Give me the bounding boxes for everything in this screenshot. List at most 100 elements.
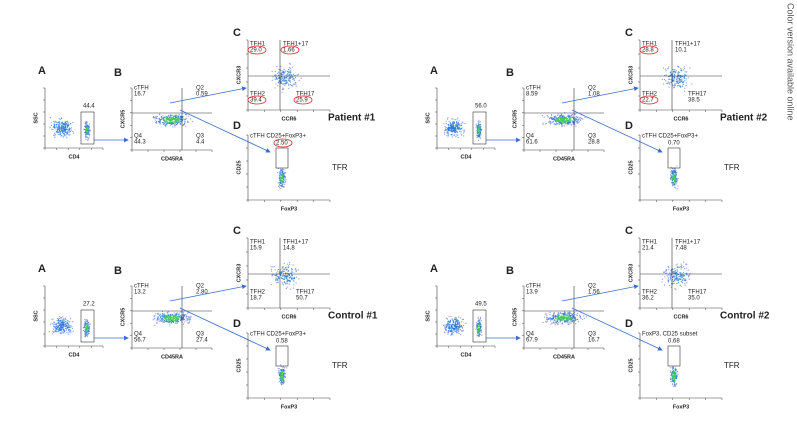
event-dot: [280, 69, 282, 72]
event-dot: [450, 333, 452, 335]
event-dot: [87, 332, 89, 334]
event-dot: [166, 312, 169, 314]
event-dot: [575, 323, 577, 325]
event-dot: [558, 120, 560, 122]
event-dot: [289, 81, 292, 83]
event-dot: [278, 172, 281, 174]
event-dot: [670, 286, 672, 288]
event-dot: [682, 275, 684, 277]
event-dot: [672, 377, 674, 379]
event-dot: [449, 122, 451, 124]
event-dot: [53, 331, 55, 333]
event-dot: [71, 327, 73, 330]
event-dot: [663, 78, 666, 81]
event-dot: [570, 315, 572, 317]
event-dot: [667, 277, 670, 279]
event-dot: [157, 313, 159, 315]
event-dot: [56, 319, 58, 322]
event-dot: [277, 281, 279, 283]
event-dot: [283, 172, 285, 175]
plot-letter: B: [114, 67, 122, 79]
x-axis-label: CCR6: [282, 116, 297, 122]
event-dot: [582, 118, 584, 120]
event-dot: [447, 136, 449, 138]
event-dot: [64, 327, 67, 329]
event-dot: [553, 315, 555, 317]
y-axis-label: CXCR3: [236, 264, 242, 283]
event-dot: [280, 172, 282, 174]
event-dot: [286, 286, 288, 288]
event-dot: [172, 322, 175, 324]
plot-letter: A: [430, 263, 438, 275]
event-dot: [674, 287, 676, 290]
event-dot: [559, 122, 561, 124]
event-dot: [451, 123, 453, 125]
event-dot: [179, 315, 181, 317]
event-dot: [561, 315, 563, 317]
event-dot: [282, 88, 285, 90]
event-dot: [684, 280, 686, 282]
event-dot: [274, 74, 276, 76]
event-dot: [676, 375, 678, 377]
event-dot: [86, 123, 88, 125]
event-dot: [564, 320, 566, 322]
panel-label: Patient #2: [720, 113, 768, 124]
event-dot: [562, 125, 564, 127]
event-dot: [445, 120, 447, 123]
event-dot: [444, 327, 446, 329]
event-dot: [287, 71, 289, 73]
event-dot: [672, 271, 675, 273]
event-dot: [182, 316, 184, 319]
event-dot: [171, 118, 174, 120]
event-dot: [478, 132, 480, 134]
event-dot: [676, 81, 678, 83]
event-dot: [88, 330, 91, 333]
event-dot: [282, 178, 285, 181]
event-dot: [166, 122, 168, 124]
event-dot: [557, 118, 559, 120]
event-dot: [83, 323, 85, 325]
event-dot: [456, 320, 458, 322]
event-dot: [478, 133, 480, 135]
event-dot: [283, 373, 285, 375]
event-dot: [59, 322, 61, 324]
gate-value: 44.4: [83, 104, 95, 110]
event-dot: [274, 78, 276, 81]
event-dot: [178, 318, 180, 320]
event-dot: [554, 317, 556, 319]
event-dot: [83, 324, 85, 326]
event-dot: [683, 266, 685, 268]
gate-value: 27.2: [83, 302, 95, 308]
event-dot: [568, 114, 570, 116]
event-dot: [275, 83, 277, 85]
event-dot: [445, 129, 447, 131]
event-dot: [278, 185, 280, 187]
event-dot: [166, 315, 169, 318]
event-dot: [280, 186, 283, 188]
event-dot: [157, 312, 159, 315]
event-dot: [165, 117, 168, 119]
event-dot: [87, 137, 89, 140]
event-dot: [544, 123, 547, 125]
event-dot: [270, 266, 272, 268]
event-dot: [283, 175, 285, 177]
event-dot: [53, 321, 55, 323]
event-dot: [662, 67, 664, 69]
event-dot: [680, 69, 682, 72]
event-dot: [449, 125, 452, 127]
event-dot: [156, 122, 158, 124]
event-dot: [287, 270, 289, 272]
event-dot: [57, 318, 59, 320]
event-dot: [457, 117, 459, 119]
event-dot: [557, 323, 559, 326]
event-dot: [454, 131, 457, 133]
event-dot: [69, 318, 72, 320]
event-dot: [87, 125, 89, 127]
event-dot: [86, 320, 89, 322]
event-dot: [292, 83, 294, 85]
event-dot: [549, 116, 551, 119]
event-dot: [568, 117, 571, 119]
side-label: TFR: [332, 163, 348, 172]
event-dot: [184, 114, 187, 116]
event-dot: [85, 131, 87, 133]
